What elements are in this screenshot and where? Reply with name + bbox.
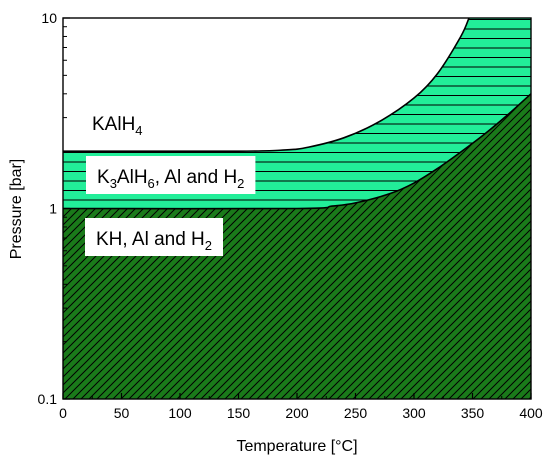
x-tick-label: 400 bbox=[519, 405, 543, 421]
y-axis-title: Pressure [bar] bbox=[8, 159, 25, 259]
y-tick-label: 1 bbox=[49, 201, 57, 217]
x-axis-title: Temperature [°C] bbox=[236, 438, 357, 455]
y-tick-label: 10 bbox=[41, 10, 57, 26]
region-label-kalh4: KAlH4 bbox=[92, 114, 143, 138]
region-label-kh-box bbox=[85, 218, 223, 256]
x-tick-label: 0 bbox=[59, 405, 67, 421]
plot-area bbox=[63, 18, 531, 399]
x-tick-label: 100 bbox=[168, 405, 192, 421]
region-kh-al-h2 bbox=[63, 93, 531, 399]
region-label-kh-al-h2: KH, Al and H2 bbox=[96, 229, 212, 253]
x-tick-label: 50 bbox=[114, 405, 130, 421]
x-tick-label: 300 bbox=[402, 405, 426, 421]
x-tick-label: 150 bbox=[227, 405, 251, 421]
region-label-k3alh6-al-h2: K3AlH6, Al and H2 bbox=[97, 167, 244, 191]
x-tick-label: 200 bbox=[285, 405, 309, 421]
x-axis-ticks: 0 50 100 150 200 250 300 350 400 bbox=[59, 393, 543, 421]
boundary-k3alh6-kh bbox=[63, 93, 531, 210]
y-tick-label: 0.1 bbox=[38, 391, 58, 407]
region-label-k3alh6-box bbox=[86, 156, 256, 194]
x-tick-label: 250 bbox=[344, 405, 368, 421]
boundary-kalh4-k3alh6 bbox=[63, 18, 470, 153]
x-tick-label: 350 bbox=[461, 405, 485, 421]
region-labels: KAlH4 K3AlH6, Al and H2 KH, Al and H2 bbox=[85, 114, 256, 256]
y-axis-ticks: 0.1 1 10 bbox=[38, 10, 70, 407]
